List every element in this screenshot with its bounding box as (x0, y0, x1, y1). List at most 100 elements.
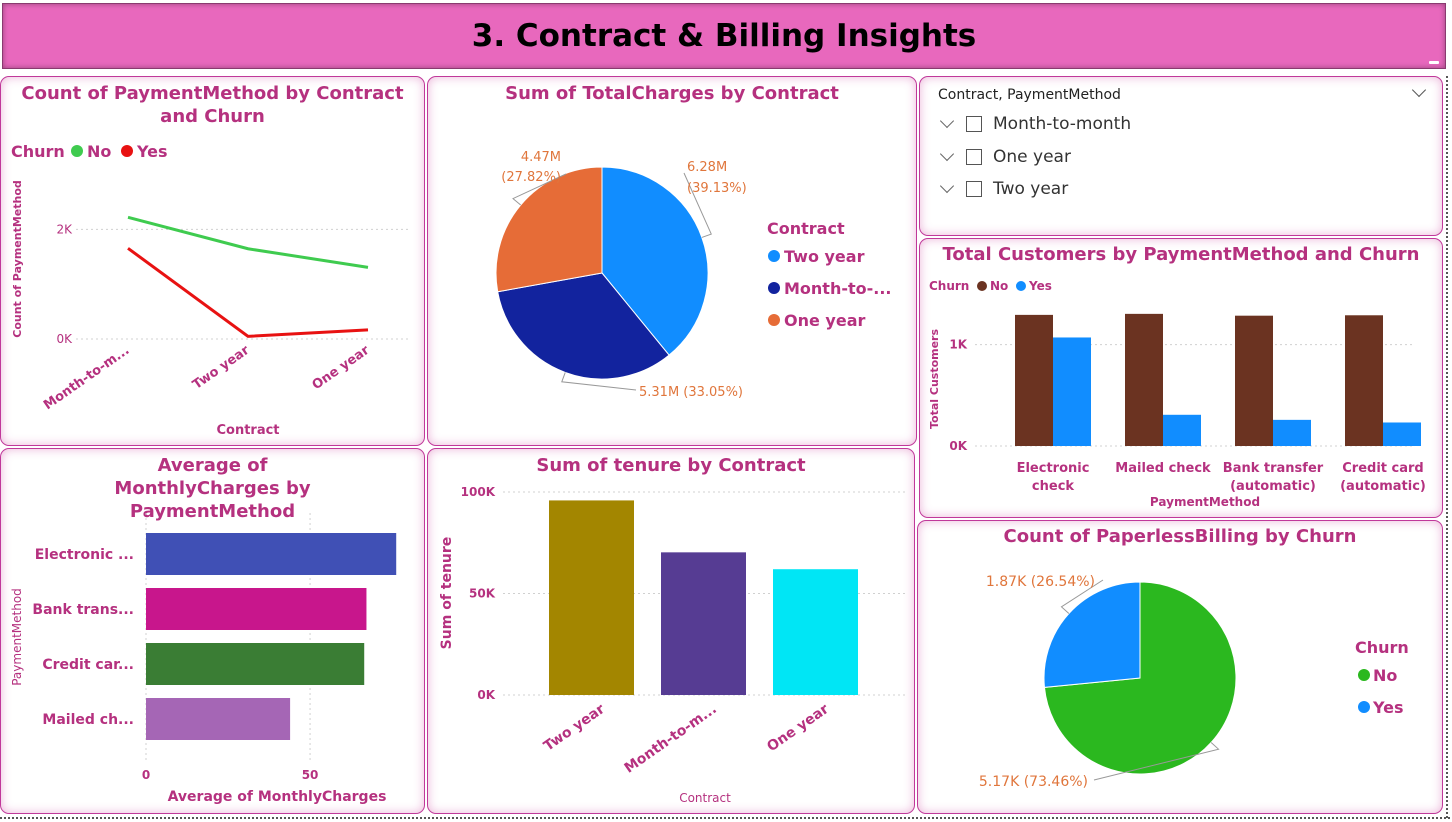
pie-paperless-title: Count of PaperlessBilling by Churn (1003, 526, 1357, 547)
pie-paperless-chart: 5.17K (73.46%) 1.87K (26.54%) Churn No Yes (979, 574, 1409, 790)
pie-totalcharges-title: Sum of TotalCharges by Contract (505, 83, 839, 104)
pie-slice-one-year (495, 166, 603, 293)
bar (146, 698, 291, 740)
leader-line (512, 173, 567, 206)
leader-line (1060, 579, 1104, 614)
y-tick-label: 100K (461, 485, 496, 499)
series-line-yes (127, 247, 369, 338)
bar (146, 588, 367, 630)
bar-yes (1163, 414, 1201, 446)
hbar-chart: 0 50 Electronic ... Bank trans... Credit car… (10, 513, 397, 805)
legend-title: Churn (929, 279, 969, 293)
resize-grip-icon[interactable] (1429, 61, 1439, 64)
bar (146, 533, 397, 575)
dashboard-header: 3. Contract & Billing Insights (2, 3, 1446, 69)
y-axis-title: Total Customers (928, 329, 941, 429)
y-tick-label: 0K (56, 332, 73, 346)
leader-line (561, 372, 637, 391)
legend-label: One year (784, 311, 865, 330)
data-label: 4.47M (521, 150, 561, 165)
bar-no (1125, 313, 1163, 446)
x-tick-label: 50 (302, 768, 319, 782)
slicer-item-month-to-month[interactable]: Month-to-month (939, 112, 1131, 136)
vbar-chart: 0K 50K 100K Two year Month-to-m... One year Co… (439, 485, 908, 805)
x-axis-title: Contract (679, 791, 731, 805)
x-tick-label: Two year (541, 701, 608, 755)
legend-marker (768, 314, 780, 326)
slicer-item-two-year[interactable]: Two year (939, 177, 1069, 201)
grouped-bar-panel[interactable]: Total Customers by PaymentMethod and Chu… (919, 238, 1443, 518)
x-tick-label: Credit card (1342, 461, 1423, 476)
legend-label: Yes (136, 142, 168, 161)
x-axis-title: Contract (216, 423, 279, 438)
data-label: 5.31M (33.05%) (639, 385, 743, 400)
y-tick-label: 1K (949, 338, 967, 352)
leader-line (683, 172, 712, 238)
expand-chevron-icon[interactable] (939, 146, 955, 162)
data-label: (27.82%) (501, 170, 561, 185)
y-tick-label: 50K (469, 587, 496, 601)
page-border (1446, 76, 1448, 818)
y-tick-label: Electronic ... (35, 547, 134, 563)
slicer-item-label: One year (993, 147, 1071, 167)
pie-paperless-panel[interactable]: Count of PaperlessBilling by Churn 5.17K… (917, 520, 1443, 814)
bar-no (1345, 315, 1383, 446)
legend-label: Yes (1028, 279, 1052, 293)
legend-marker (71, 145, 83, 157)
vbar-panel[interactable]: Sum of tenure by Contract 0K 50K 100K Two y… (427, 448, 915, 814)
pie-slice-two-year (601, 166, 709, 356)
x-axis-title: Average of MonthlyCharges (168, 789, 387, 805)
y-axis-title: Count of PaymentMethod (11, 180, 24, 338)
data-label: 6.28M (687, 160, 727, 175)
page-border (0, 817, 1450, 819)
bar-yes (1383, 422, 1421, 446)
line-chart: Churn No Yes 0K 2K Month-to-m... Two year One y… (11, 142, 411, 438)
hbar-panel[interactable]: Average of MonthlyCharges by PaymentMeth… (0, 448, 425, 814)
bar-no (1235, 315, 1273, 446)
checkbox[interactable] (966, 181, 982, 197)
x-tick-label: 0 (142, 768, 150, 782)
legend-marker (121, 145, 133, 157)
x-tick-label: Electronic (1017, 461, 1090, 476)
data-label: 1.87K (26.54%) (986, 574, 1095, 590)
bar (549, 500, 634, 695)
legend-label: Yes (1372, 698, 1404, 717)
x-tick-label: Two year (190, 343, 253, 393)
leader-line (1093, 742, 1220, 781)
contract-payment-slicer[interactable]: Contract, PaymentMethod Month-to-month O… (919, 76, 1443, 236)
slicer-collapse-chevron-icon[interactable] (1411, 82, 1427, 98)
bar-yes (1053, 337, 1091, 446)
hbar-title: Average of MonthlyCharges by PaymentMeth… (114, 455, 311, 522)
line-chart-panel[interactable]: Count of PaymentMethod by Contract and C… (0, 76, 425, 446)
legend-title: Contract (767, 219, 845, 238)
dashboard-title: 3. Contract & Billing Insights (471, 18, 977, 54)
pie-totalcharges-panel[interactable]: Sum of TotalCharges by Contract 6.28M (39… (427, 76, 917, 446)
x-tick-label: One year (310, 343, 373, 394)
pie-totalcharges-chart: 6.28M (39.13%) 5.31M (33.05%) 4.47M (27.82%)… (495, 150, 892, 400)
slicer-item-one-year[interactable]: One year (939, 145, 1071, 169)
slicer-item-label: Two year (993, 179, 1069, 199)
x-tick-label: (automatic) (1230, 479, 1316, 494)
legend-marker (1358, 701, 1370, 713)
y-tick-label: 0K (477, 688, 495, 702)
y-axis-title: PaymentMethod (10, 588, 24, 686)
x-tick-label: Month-to-m... (622, 701, 720, 776)
pie-slice-yes (1043, 581, 1141, 688)
y-tick-label: Credit car... (42, 657, 134, 673)
series-line-no (127, 215, 369, 269)
x-tick-label: Mailed check (1115, 461, 1211, 476)
expand-chevron-icon[interactable] (939, 113, 955, 129)
checkbox[interactable] (966, 116, 982, 132)
x-tick-label: One year (764, 701, 832, 755)
legend-marker (768, 282, 780, 294)
bar-yes (1273, 419, 1311, 446)
line-chart-title: Count of PaymentMethod by Contract and C… (21, 83, 404, 127)
y-tick-label: Mailed ch... (42, 712, 134, 728)
legend-label: No (990, 279, 1008, 293)
checkbox[interactable] (966, 149, 982, 165)
data-label: (39.13%) (687, 181, 747, 196)
expand-chevron-icon[interactable] (939, 178, 955, 194)
legend-marker (977, 281, 987, 291)
x-tick-label: Bank transfer (1223, 461, 1324, 476)
legend-label: No (1373, 666, 1397, 685)
